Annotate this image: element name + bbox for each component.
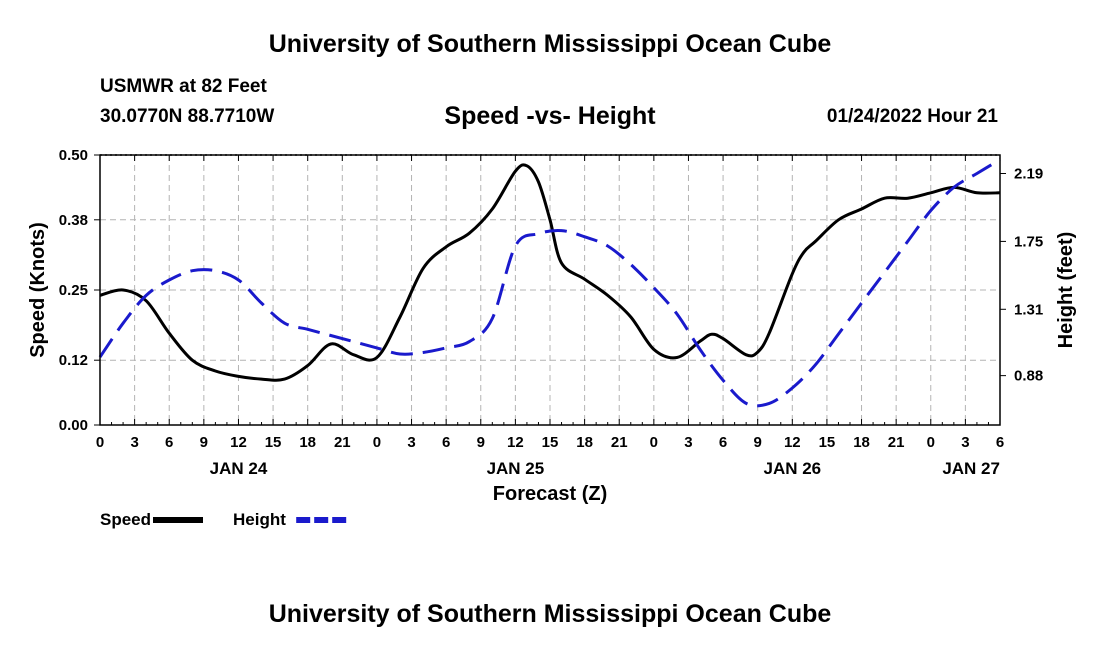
date-label: JAN 27 xyxy=(942,459,1000,478)
grid-layer xyxy=(100,154,1000,425)
station-label: USMWR at 82 Feet xyxy=(100,76,267,97)
x-tick-label: 18 xyxy=(853,434,870,451)
footer-title: University of Southern Mississippi Ocean… xyxy=(268,600,832,628)
y-tick-label: 0.38 xyxy=(59,212,88,229)
x-tick-label: 21 xyxy=(611,434,628,451)
x-tick-label: 3 xyxy=(961,434,969,451)
x-tick-label: 9 xyxy=(200,434,208,451)
series-height xyxy=(98,158,1001,408)
legend-label-speed: Speed xyxy=(100,510,151,529)
x-tick-label: 0 xyxy=(927,434,935,451)
x-tick-label: 21 xyxy=(334,434,351,451)
y-tick-label: 0.12 xyxy=(59,352,88,369)
x-tick-label: 12 xyxy=(507,434,524,451)
main-title: University of Southern Mississippi Ocean… xyxy=(268,30,832,58)
legend-label-height: Height xyxy=(233,510,286,529)
x-tick-label: 9 xyxy=(754,434,762,451)
y2-tick-label: 1.75 xyxy=(1014,233,1043,250)
x-tick-label: 3 xyxy=(130,434,138,451)
y2-tick-label: 0.88 xyxy=(1014,368,1043,385)
x-tick-label: 12 xyxy=(230,434,247,451)
series-layer xyxy=(98,158,1001,408)
timestamp-label: 01/24/2022 Hour 21 xyxy=(826,106,998,127)
x-tick-label: 9 xyxy=(477,434,485,451)
y-tick-label: 0.25 xyxy=(59,282,88,299)
date-label: JAN 25 xyxy=(487,459,545,478)
x-tick-label: 6 xyxy=(165,434,173,451)
y2-axis-label: Height (feet) xyxy=(1055,232,1077,349)
y-axis-label: Speed (Knots) xyxy=(27,222,49,358)
y2-tick-label: 2.19 xyxy=(1014,166,1043,183)
x-tick-label: 6 xyxy=(996,434,1004,451)
axis-layer: 0 3 6 9 12 15 18 21 0 3 6 9 12 15 18 21 0 3 6 9 12 15 18 21 0 3 6 J… xyxy=(59,147,1043,478)
x-tick-label: 15 xyxy=(819,434,836,451)
x-tick-label: 6 xyxy=(719,434,727,451)
x-tick-label: 15 xyxy=(265,434,282,451)
x-tick-label: 3 xyxy=(684,434,692,451)
legend: Speed Height xyxy=(100,510,347,529)
y-tick-label: 0.50 xyxy=(59,147,88,164)
series-speed xyxy=(99,163,1001,382)
x-tick-label: 21 xyxy=(888,434,905,451)
x-tick-label: 3 xyxy=(407,434,415,451)
chart-subtitle: Speed -vs- Height xyxy=(444,102,656,130)
x-axis-label: Forecast (Z) xyxy=(493,483,607,505)
coordinates-label: 30.0770N 88.7710W xyxy=(100,106,275,127)
x-tick-label: 6 xyxy=(442,434,450,451)
x-tick-label: 12 xyxy=(784,434,801,451)
date-label: JAN 26 xyxy=(763,459,821,478)
x-tick-label: 0 xyxy=(650,434,658,451)
y-tick-label: 0.00 xyxy=(59,417,88,434)
x-tick-label: 18 xyxy=(576,434,593,451)
x-tick-label: 0 xyxy=(96,434,104,451)
x-tick-label: 15 xyxy=(542,434,559,451)
x-tick-label: 0 xyxy=(373,434,381,451)
date-label: JAN 24 xyxy=(210,459,268,478)
y2-tick-label: 1.31 xyxy=(1014,301,1043,318)
x-tick-label: 18 xyxy=(299,434,316,451)
